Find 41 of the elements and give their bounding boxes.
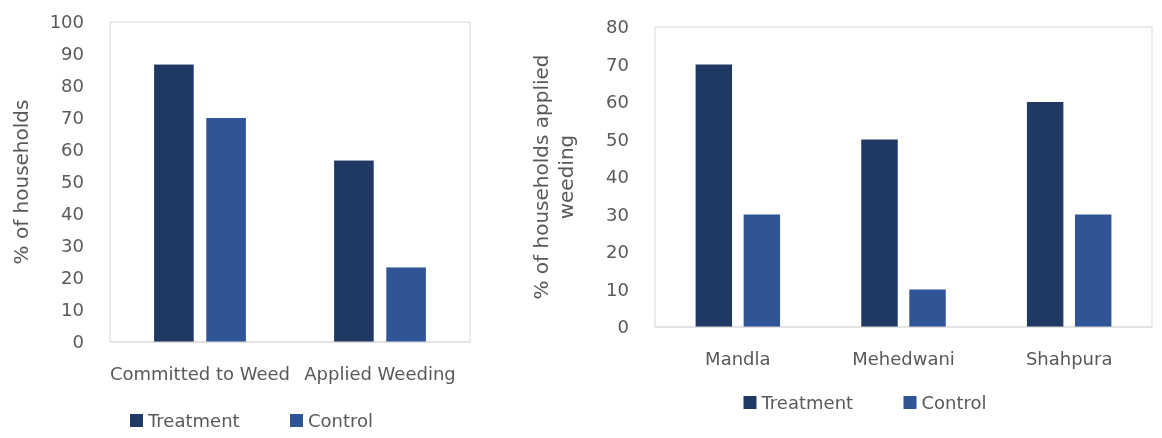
y-tick-label: 40: [61, 203, 84, 225]
bar: [154, 64, 194, 342]
y-tick-label: 70: [61, 107, 84, 129]
x-tick-label: Applied Weeding: [304, 363, 456, 384]
x-tick-label: Mandla: [705, 348, 771, 369]
legend-label: Control: [308, 410, 374, 432]
bar: [695, 64, 733, 327]
y-tick-label: 60: [606, 91, 629, 113]
y-tick-label: 50: [61, 171, 84, 193]
x-tick-label: Mehedwani: [852, 348, 955, 369]
bar: [206, 118, 246, 342]
y-tick-label: 10: [606, 278, 629, 300]
x-tick-label: Shahpura: [1025, 348, 1113, 369]
y-axis-title: % of households applied weeding: [529, 54, 578, 300]
bar: [909, 289, 946, 327]
y-tick-label: 80: [61, 75, 84, 97]
y-tick-label: 90: [61, 43, 84, 65]
y-tick-label: 20: [61, 267, 84, 289]
bar: [743, 214, 781, 327]
bar: [861, 139, 898, 327]
bar: [1026, 102, 1064, 327]
y-tick-label: 60: [61, 139, 84, 161]
y-tick-label: 40: [606, 166, 629, 188]
x-tick-label: Committed to Weed: [109, 363, 291, 384]
legend-label: Treatment: [760, 392, 854, 414]
y-tick-label: 0: [72, 331, 84, 353]
y-tick-label: 100: [49, 11, 84, 33]
y-tick-label: 70: [606, 53, 629, 75]
legend-label: Treatment: [147, 410, 240, 432]
y-tick-label: 0: [617, 316, 629, 338]
y-tick-label: 20: [606, 241, 629, 263]
bar: [1074, 214, 1112, 327]
y-tick-label: 30: [606, 203, 629, 225]
y-tick-label: 80: [606, 16, 629, 38]
y-tick-label: 50: [606, 128, 629, 150]
y-tick-label: 30: [61, 235, 84, 257]
bar: [334, 160, 374, 342]
bar: [386, 267, 426, 342]
y-tick-label: 10: [61, 299, 84, 321]
legend-label: Control: [921, 392, 987, 414]
y-axis-title: % of households: [9, 99, 33, 265]
